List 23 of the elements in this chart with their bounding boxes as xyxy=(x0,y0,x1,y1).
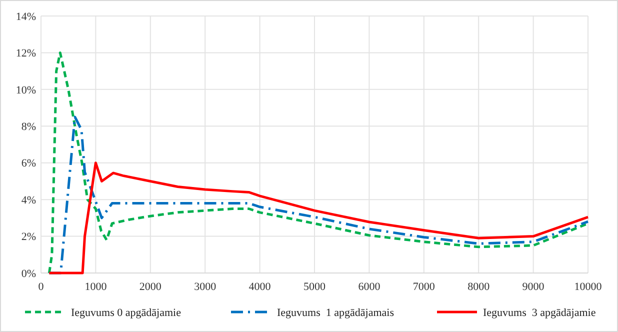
x-tick-label: 6000 xyxy=(358,281,381,293)
y-tick-label: 4% xyxy=(21,194,36,206)
y-tick-label: 10% xyxy=(16,84,36,96)
y-tick-label: 0% xyxy=(21,268,36,280)
x-tick-label: 7000 xyxy=(412,281,436,293)
x-tick-label: 8000 xyxy=(468,281,490,293)
legend-label: Ieguvums 1 apgādājamais xyxy=(277,306,394,319)
y-tick-label: 14% xyxy=(16,10,36,23)
x-tick-label: 0 xyxy=(38,281,44,293)
x-tick-label: 10000 xyxy=(574,281,602,293)
y-tick-label: 6% xyxy=(21,158,36,170)
y-tick-label: 2% xyxy=(21,231,36,244)
x-tick-label: 3000 xyxy=(194,281,217,293)
x-tick-label: 2000 xyxy=(139,281,162,293)
x-tick-label: 4000 xyxy=(248,281,272,293)
line-series xyxy=(48,162,590,274)
y-tick-label: 8% xyxy=(21,120,36,133)
legend-label: Ieguvums 0 apgādājamie xyxy=(71,306,182,319)
x-tick-label: 1000 xyxy=(84,281,108,293)
legend-label: Ieguvums 3 apgādājamie xyxy=(483,306,596,319)
y-tick-label: 12% xyxy=(16,48,36,60)
x-tick-label: 9000 xyxy=(522,281,545,293)
x-tick-label: 5000 xyxy=(304,281,326,293)
